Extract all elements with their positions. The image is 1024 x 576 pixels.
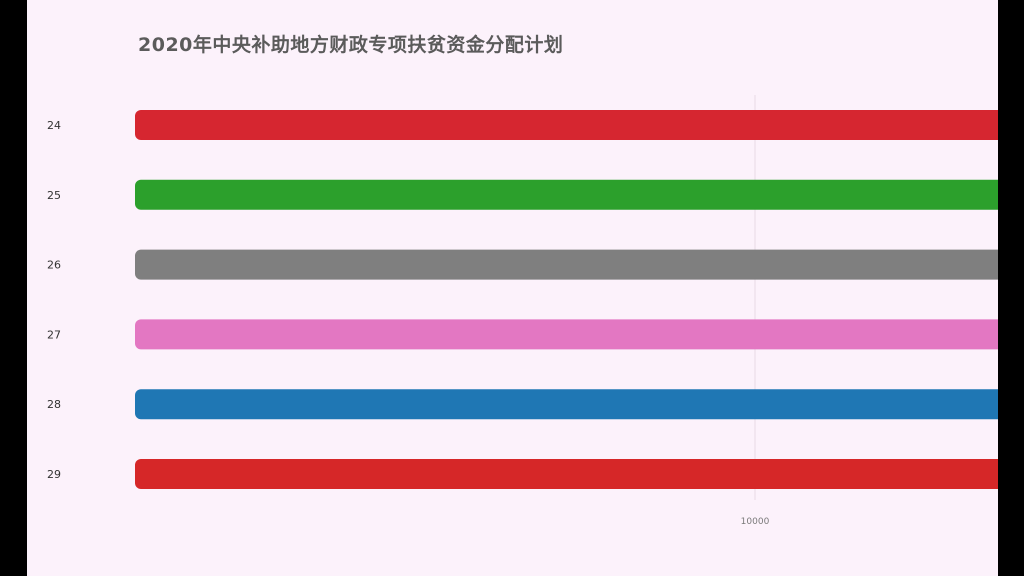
bar [135, 110, 998, 140]
chart-title: 2020年中央补助地方财政专项扶贫资金分配计划 [138, 34, 564, 56]
rank-label: 26 [47, 259, 61, 272]
rank-label: 29 [47, 468, 61, 481]
chart-frame: 2020年中央补助地方财政专项扶贫资金分配计划 1000020000300004… [27, 0, 998, 576]
rank-label: 25 [47, 189, 61, 202]
bar-chart: 1000020000300004000050000600007000080000… [47, 95, 998, 527]
rank-label: 27 [47, 328, 61, 341]
x-tick-label: 10000 [741, 517, 770, 527]
bar [135, 319, 998, 350]
bar [135, 249, 998, 280]
bar [135, 389, 998, 420]
bar [135, 459, 998, 489]
rank-label: 24 [47, 119, 61, 132]
bar [135, 179, 998, 210]
rank-label: 28 [47, 398, 61, 411]
